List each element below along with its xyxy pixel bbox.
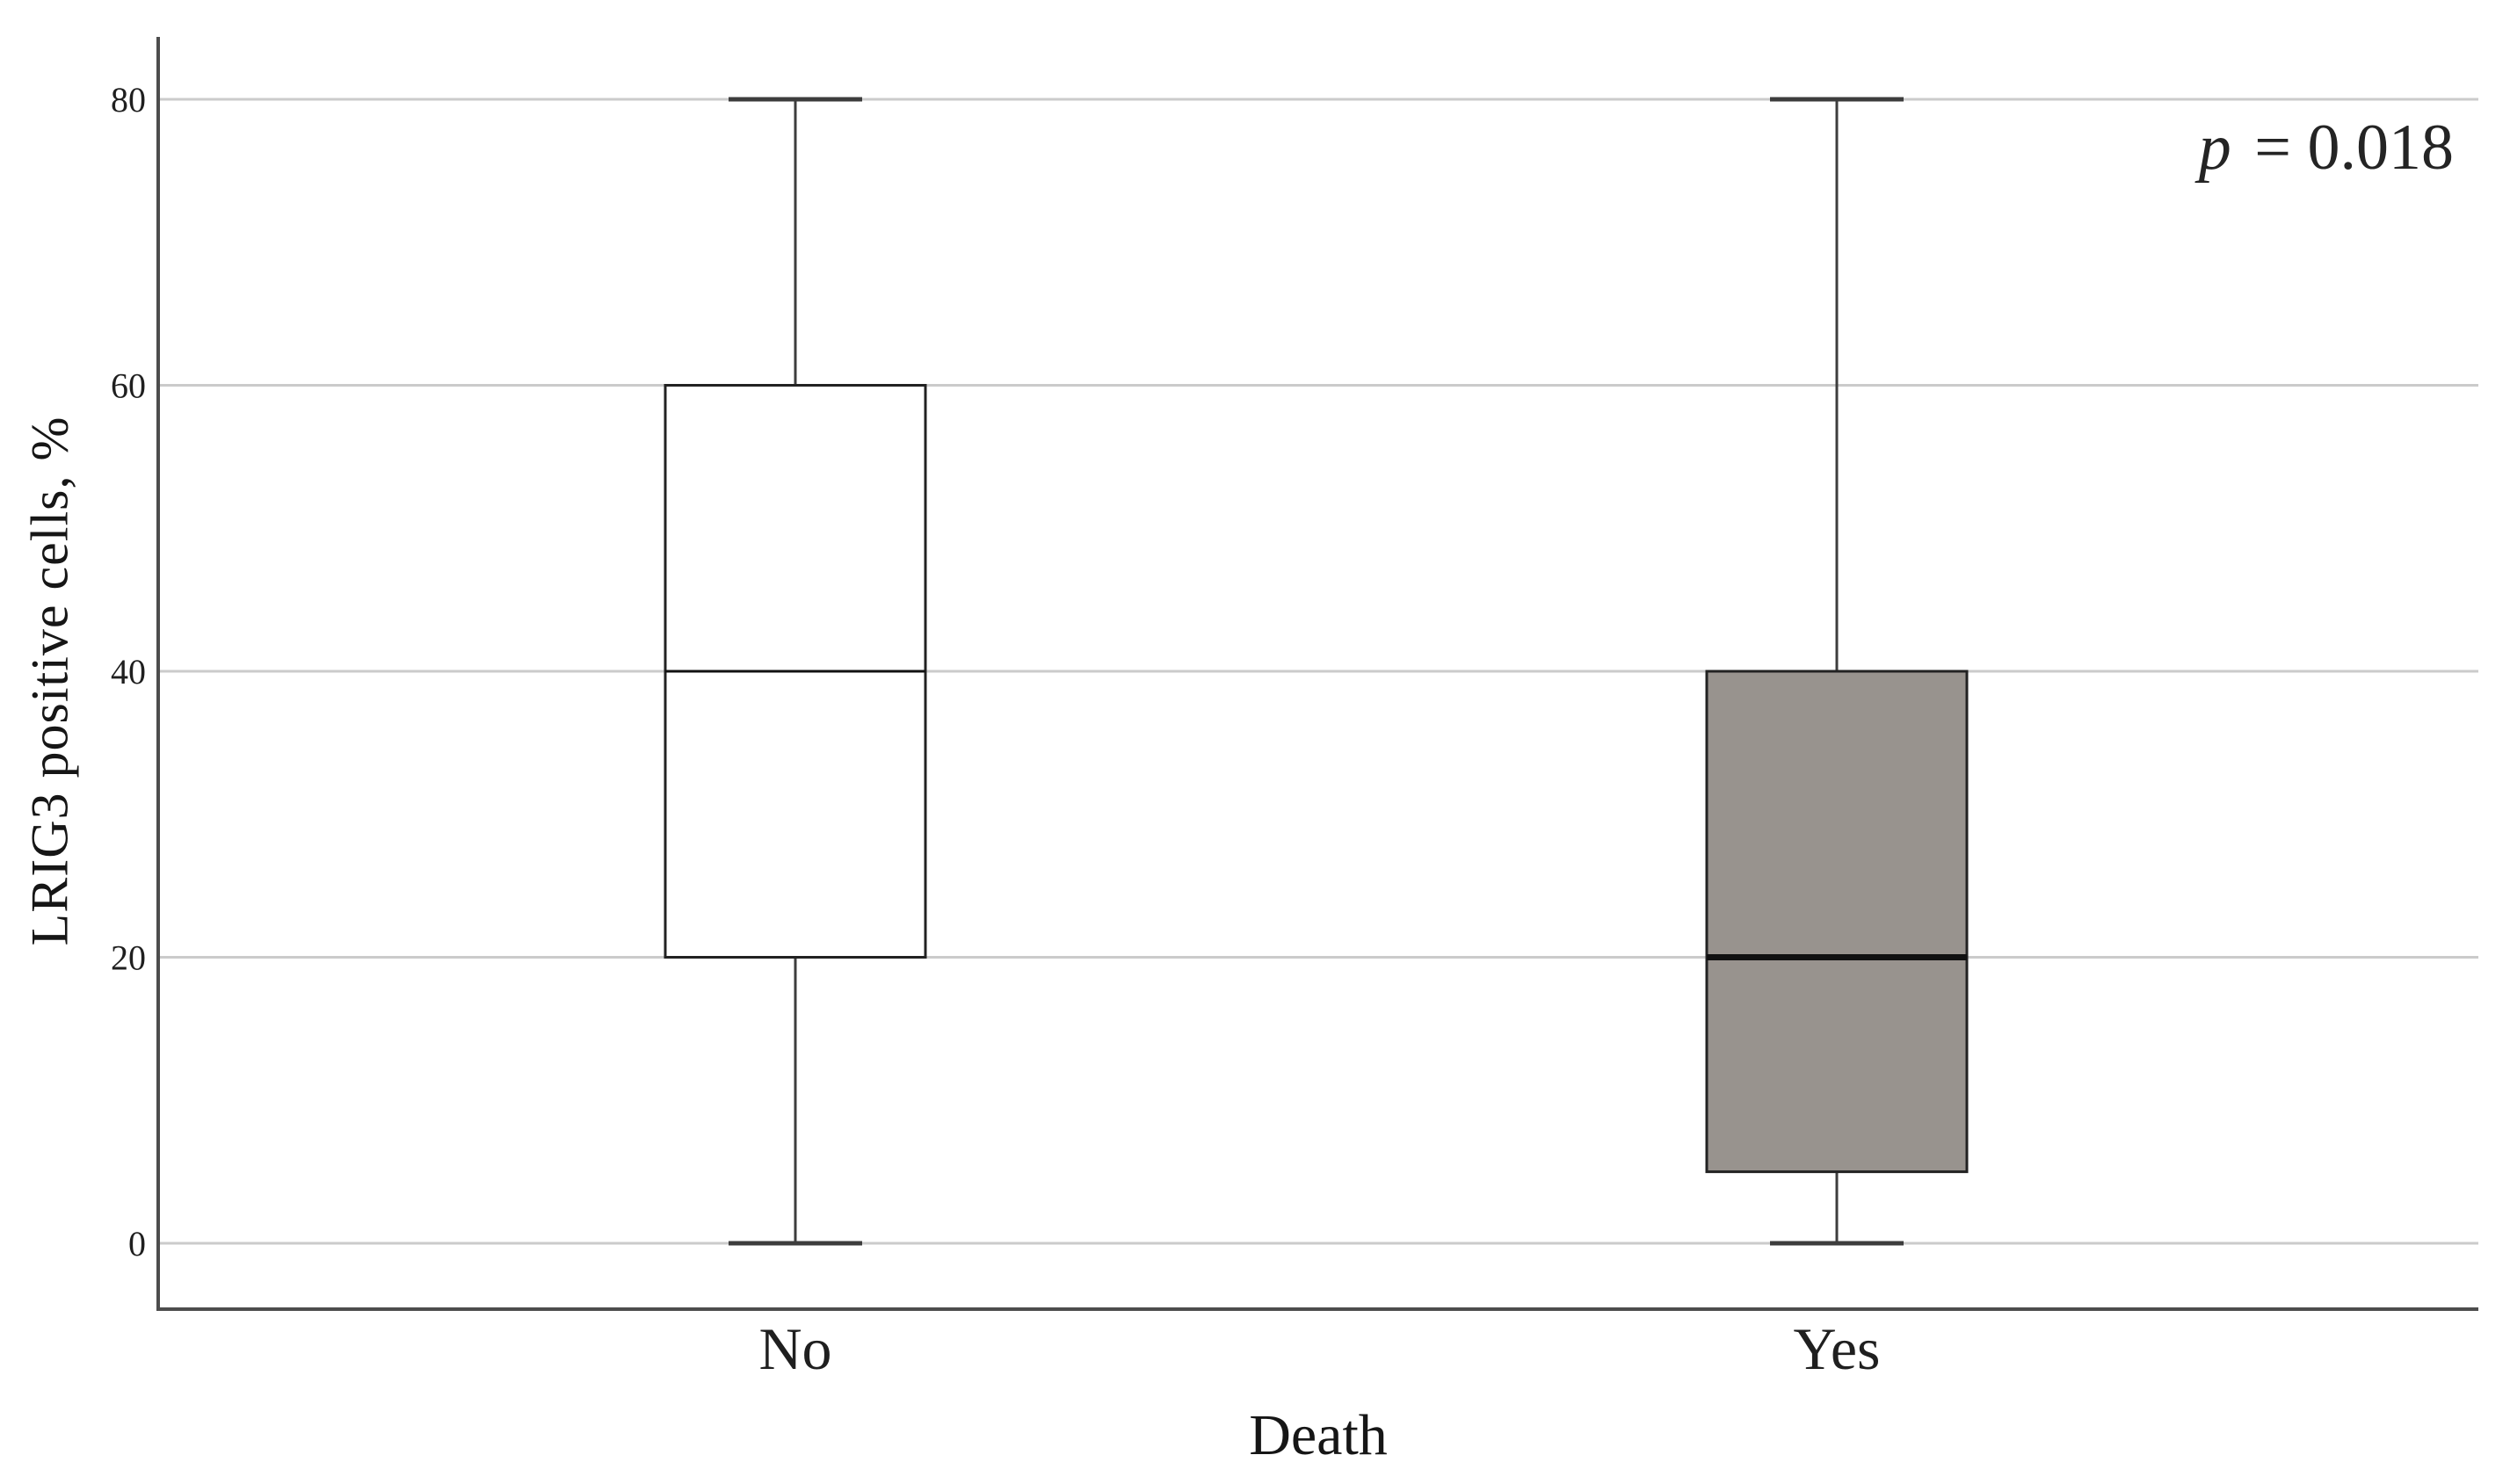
x-tick-label-no: No [758,1315,831,1382]
y-tick-label-40: 40 [111,652,146,691]
y-tick-label-0: 0 [128,1224,146,1263]
x-axis-title: Death [1249,1403,1388,1467]
p-value-annotation: p = 0.018 [2199,111,2454,185]
box-yes [1705,670,1969,1174]
y-tick-label-80: 80 [111,80,146,119]
p-symbol: p [2198,112,2231,184]
p-value-text: = 0.018 [2238,112,2454,184]
y-tick-label-60: 60 [111,366,146,406]
x-tick-label-yes: Yes [1794,1315,1881,1382]
y-axis-title: LRIG3 positive cells, % [20,416,79,946]
y-tick-label-20: 20 [111,938,146,978]
